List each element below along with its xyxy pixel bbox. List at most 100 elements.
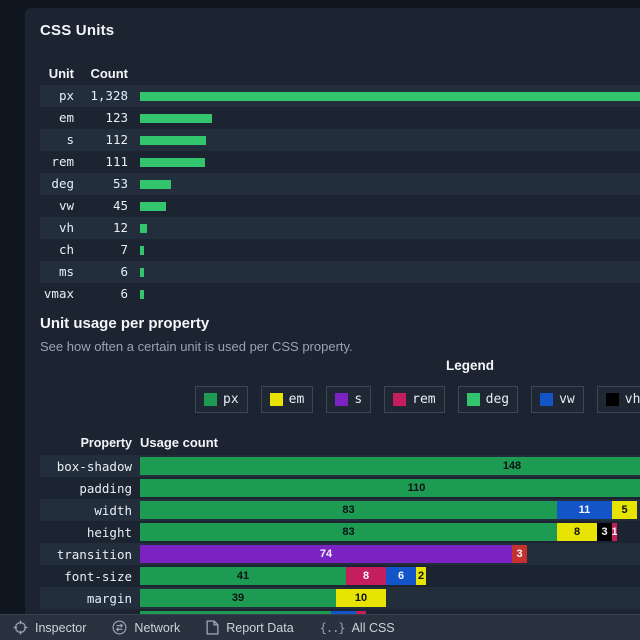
units-table-row: px 1,328 (40, 85, 640, 107)
legend-item-label: px (223, 392, 239, 407)
bar-segment-px: 39 (140, 589, 336, 607)
bar-segment-rem: 8 (346, 567, 386, 585)
segment-value: 3 (601, 526, 608, 538)
unit-count: 7 (120, 242, 128, 257)
legend-item-label: rem (412, 392, 436, 407)
property-label: box-shadow (56, 458, 132, 474)
units-table-row: ms 6 (40, 261, 640, 283)
legend-item-label: vh (624, 392, 640, 407)
legend-item-label: vw (559, 392, 575, 407)
stacked-usage-bar: 83 11 5 (140, 501, 640, 519)
bar-segment-px: 83 (140, 523, 557, 541)
property-chart-row: box-shadow 148 (40, 455, 640, 477)
unit-label: vh (58, 220, 74, 235)
unit-count: 6 (120, 286, 128, 301)
toolbar-item-label: All CSS (351, 620, 395, 635)
unit-count-bar (140, 223, 147, 233)
toolbar-item-label: Report Data (226, 620, 294, 635)
property-chart-row: transition 74 3 (40, 543, 640, 565)
unit-count-bar (140, 135, 206, 145)
stacked-usage-bar: 110 (140, 479, 640, 497)
chart-header-usage-count: Usage count (140, 435, 219, 450)
property-usage-chart: Property Usage count box-shadow 148 paddin… (40, 431, 640, 631)
legend-color-chip (204, 393, 217, 406)
units-table-header: Unit Count (40, 63, 640, 85)
legend-item-label: s (354, 392, 363, 407)
unit-count: 123 (105, 110, 128, 125)
unit-count: 111 (105, 154, 128, 169)
unit-label: vw (58, 198, 74, 213)
units-table: Unit Count px 1,328 em 123 s 112 rem 111 deg 53 vw… (40, 63, 640, 305)
unit-count: 6 (120, 264, 128, 279)
stacked-usage-bar: 148 (140, 457, 640, 475)
bar-segment-px: 83 (140, 501, 557, 519)
bar-segment-vh: 3 (597, 523, 612, 541)
stacked-usage-bar: 41 8 6 2 (140, 567, 640, 585)
segment-value: 8 (362, 570, 370, 582)
property-label: margin (86, 590, 132, 606)
property-label: padding (79, 480, 132, 496)
toolbar-item-network[interactable]: Network (112, 620, 180, 635)
section-subtitle: See how often a certain unit is used per… (40, 339, 353, 354)
toolbar-item-label: Network (134, 620, 181, 635)
segment-value: 110 (407, 482, 426, 494)
segment-value: 83 (342, 526, 355, 538)
segment-value: 11 (578, 504, 591, 516)
bar-segment-vw: 6 (386, 567, 416, 585)
units-table-row: vmax 6 (40, 283, 640, 305)
property-label: transition (56, 546, 132, 562)
legend-item-deg[interactable]: deg (457, 386, 519, 413)
legend-item-px[interactable]: px (195, 386, 248, 413)
legend: pxemsremdegvwvhchms (195, 386, 640, 413)
unit-label: em (58, 110, 74, 125)
property-label: font-size (64, 568, 132, 584)
unit-count: 12 (112, 220, 128, 235)
unit-count-bar (140, 289, 144, 299)
segment-value: 5 (621, 504, 628, 516)
legend-color-chip (335, 393, 349, 406)
stacked-usage-bar: 39 10 (140, 589, 640, 607)
legend-color-chip (269, 393, 283, 406)
legend-item-label: em (288, 392, 305, 407)
bottom-toolbar: Inspector Network Report Data {..} All CSS (0, 614, 640, 640)
toolbar-item-report-data[interactable]: Report Data (206, 620, 294, 635)
bar-segment-ms: 3 (512, 545, 527, 563)
legend-item-rem[interactable]: rem (384, 386, 445, 413)
bar-segment-s: 74 (140, 545, 512, 563)
units-header-unit: Unit (48, 66, 74, 81)
bar-segment-vw: 11 (557, 501, 612, 519)
segment-value: 3 (516, 548, 523, 560)
units-table-row: ch 7 (40, 239, 640, 261)
page-title: CSS Units (40, 22, 115, 39)
legend-item-vh[interactable]: vh (596, 386, 640, 413)
units-table-row: vw 45 (40, 195, 640, 217)
bar-segment-em: 2 (416, 567, 426, 585)
legend-item-vw[interactable]: vw (531, 386, 584, 413)
unit-count-bar (140, 179, 171, 189)
segment-value: 83 (342, 504, 355, 516)
legend-item-em[interactable]: em (260, 386, 314, 413)
unit-label: vmax (43, 286, 74, 301)
unit-count-bar (140, 91, 640, 101)
units-header-count: Count (90, 66, 128, 81)
segment-value: 2 (417, 570, 425, 582)
legend-item-s[interactable]: s (326, 386, 372, 413)
inspector-icon (13, 620, 28, 635)
units-table-row: deg 53 (40, 173, 640, 195)
toolbar-item-inspector[interactable]: Inspector (13, 620, 86, 635)
css-units-panel: CSS Units Unit Count px 1,328 em 123 s 112 rem… (25, 8, 640, 640)
units-table-row: s 112 (40, 129, 640, 151)
unit-count: 45 (112, 198, 128, 213)
toolbar-item-label: Inspector (35, 620, 87, 635)
property-chart-row: margin 39 10 (40, 587, 640, 609)
segment-value: 10 (354, 592, 368, 604)
unit-label: rem (51, 154, 74, 169)
unit-label: deg (51, 176, 74, 191)
stacked-usage-bar: 74 3 (140, 545, 640, 563)
unit-label: px (58, 88, 74, 103)
toolbar-item-all-css[interactable]: {..} All CSS (320, 621, 395, 635)
bar-segment-em: 10 (336, 589, 386, 607)
network-icon (112, 620, 127, 635)
legend-color-chip (540, 393, 554, 406)
unit-label: ms (58, 264, 74, 279)
